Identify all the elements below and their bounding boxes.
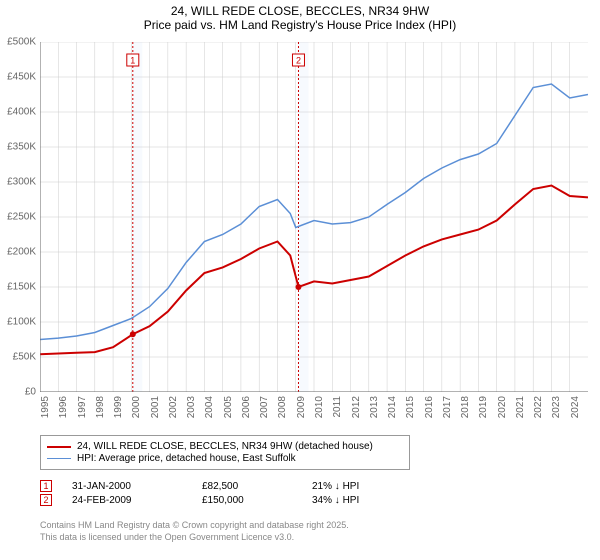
x-axis-label: 2023 (551, 396, 562, 418)
legend-item: 24, WILL REDE CLOSE, BECCLES, NR34 9HW (… (47, 441, 403, 452)
footer-line2: This data is licensed under the Open Gov… (40, 532, 349, 544)
chart-container: 24, WILL REDE CLOSE, BECCLES, NR34 9HW P… (0, 0, 600, 560)
x-axis-label: 2008 (277, 396, 288, 418)
legend-swatch (47, 458, 71, 460)
legend-label: 24, WILL REDE CLOSE, BECCLES, NR34 9HW (… (77, 441, 373, 452)
y-axis-label: £150K (7, 282, 36, 293)
sales-pct: 21% ↓ HPI (312, 481, 422, 492)
y-axis-label: £350K (7, 142, 36, 153)
x-axis-label: 1999 (113, 396, 124, 418)
y-axis-label: £100K (7, 317, 36, 328)
sales-price: £82,500 (202, 481, 312, 492)
y-axis-label: £500K (7, 37, 36, 48)
x-axis-label: 2001 (150, 396, 161, 418)
x-axis-label: 2000 (131, 396, 142, 418)
sales-date: 24-FEB-2009 (72, 495, 202, 506)
x-axis-label: 2018 (460, 396, 471, 418)
footer-line1: Contains HM Land Registry data © Crown c… (40, 520, 349, 532)
svg-text:2: 2 (296, 55, 301, 65)
legend-label: HPI: Average price, detached house, East… (77, 453, 296, 464)
x-axis-label: 2015 (405, 396, 416, 418)
footer: Contains HM Land Registry data © Crown c… (40, 520, 349, 543)
sales-price: £150,000 (202, 495, 312, 506)
x-axis-label: 2013 (369, 396, 380, 418)
chart-area: 12 £0£50K£100K£150K£200K£250K£300K£350K£… (40, 42, 588, 392)
x-axis-label: 2010 (314, 396, 325, 418)
x-axis-label: 2016 (424, 396, 435, 418)
x-axis-label: 2024 (570, 396, 581, 418)
sales-pct: 34% ↓ HPI (312, 495, 422, 506)
sales-marker: 1 (40, 480, 52, 492)
x-axis-label: 2003 (186, 396, 197, 418)
x-axis-label: 2022 (533, 396, 544, 418)
sales-date: 31-JAN-2000 (72, 481, 202, 492)
sales-marker: 2 (40, 494, 52, 506)
y-axis-label: £250K (7, 212, 36, 223)
x-axis-label: 2006 (241, 396, 252, 418)
x-axis-label: 2007 (259, 396, 270, 418)
x-axis-label: 2005 (223, 396, 234, 418)
sales-table: 1 31-JAN-2000£82,50021% ↓ HPI 2 24-FEB-2009… (40, 478, 422, 508)
x-axis-label: 2021 (515, 396, 526, 418)
y-axis-label: £50K (13, 352, 36, 363)
y-axis-label: £300K (7, 177, 36, 188)
x-axis-label: 2017 (442, 396, 453, 418)
chart-title-line2: Price paid vs. HM Land Registry's House … (0, 18, 600, 38)
y-axis-label: £400K (7, 107, 36, 118)
x-axis-label: 2019 (478, 396, 489, 418)
x-axis-label: 2002 (168, 396, 179, 418)
sales-row: 2 24-FEB-2009£150,00034% ↓ HPI (40, 494, 422, 506)
y-axis-label: £200K (7, 247, 36, 258)
x-axis-label: 1997 (77, 396, 88, 418)
chart-svg: 12 (40, 42, 588, 392)
x-axis-label: 2012 (351, 396, 362, 418)
x-axis-label: 1998 (95, 396, 106, 418)
legend: 24, WILL REDE CLOSE, BECCLES, NR34 9HW (… (40, 435, 410, 470)
x-axis-label: 2020 (497, 396, 508, 418)
x-axis-label: 1995 (40, 396, 51, 418)
x-axis-label: 2004 (204, 396, 215, 418)
y-axis-label: £450K (7, 72, 36, 83)
svg-text:1: 1 (130, 55, 135, 65)
legend-swatch (47, 446, 71, 448)
x-axis-label: 2011 (332, 396, 343, 418)
x-axis-label: 2014 (387, 396, 398, 418)
x-axis-label: 2009 (296, 396, 307, 418)
legend-item: HPI: Average price, detached house, East… (47, 453, 403, 464)
sales-row: 1 31-JAN-2000£82,50021% ↓ HPI (40, 480, 422, 492)
x-axis-label: 1996 (58, 396, 69, 418)
y-axis-label: £0 (25, 387, 36, 398)
chart-title-line1: 24, WILL REDE CLOSE, BECCLES, NR34 9HW (0, 0, 600, 18)
